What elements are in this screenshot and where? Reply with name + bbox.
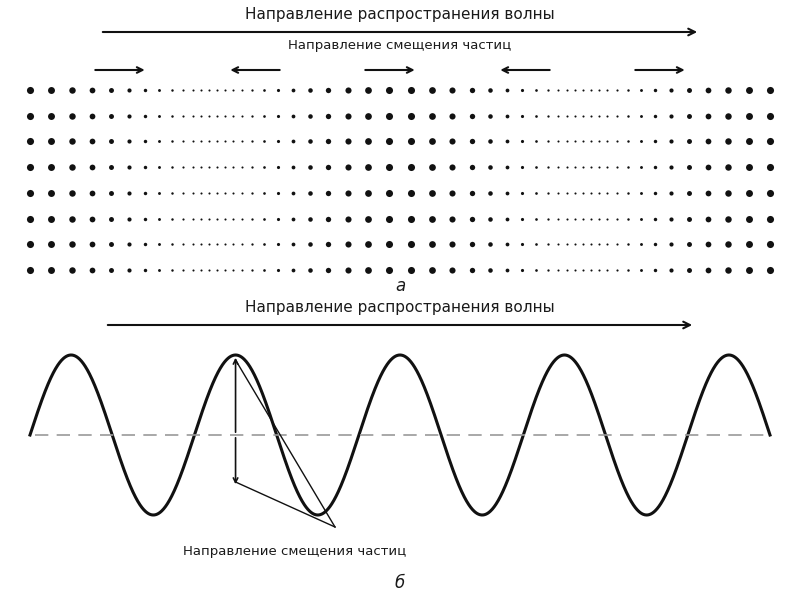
Text: а: а	[395, 277, 405, 295]
Text: Направление смещения частиц: Направление смещения частиц	[288, 39, 512, 52]
Text: Направление смещения частиц: Направление смещения частиц	[183, 545, 406, 558]
Text: Направление распространения волны: Направление распространения волны	[245, 7, 555, 22]
Text: б: б	[395, 574, 405, 592]
Text: Направление распространения волны: Направление распространения волны	[245, 300, 555, 315]
